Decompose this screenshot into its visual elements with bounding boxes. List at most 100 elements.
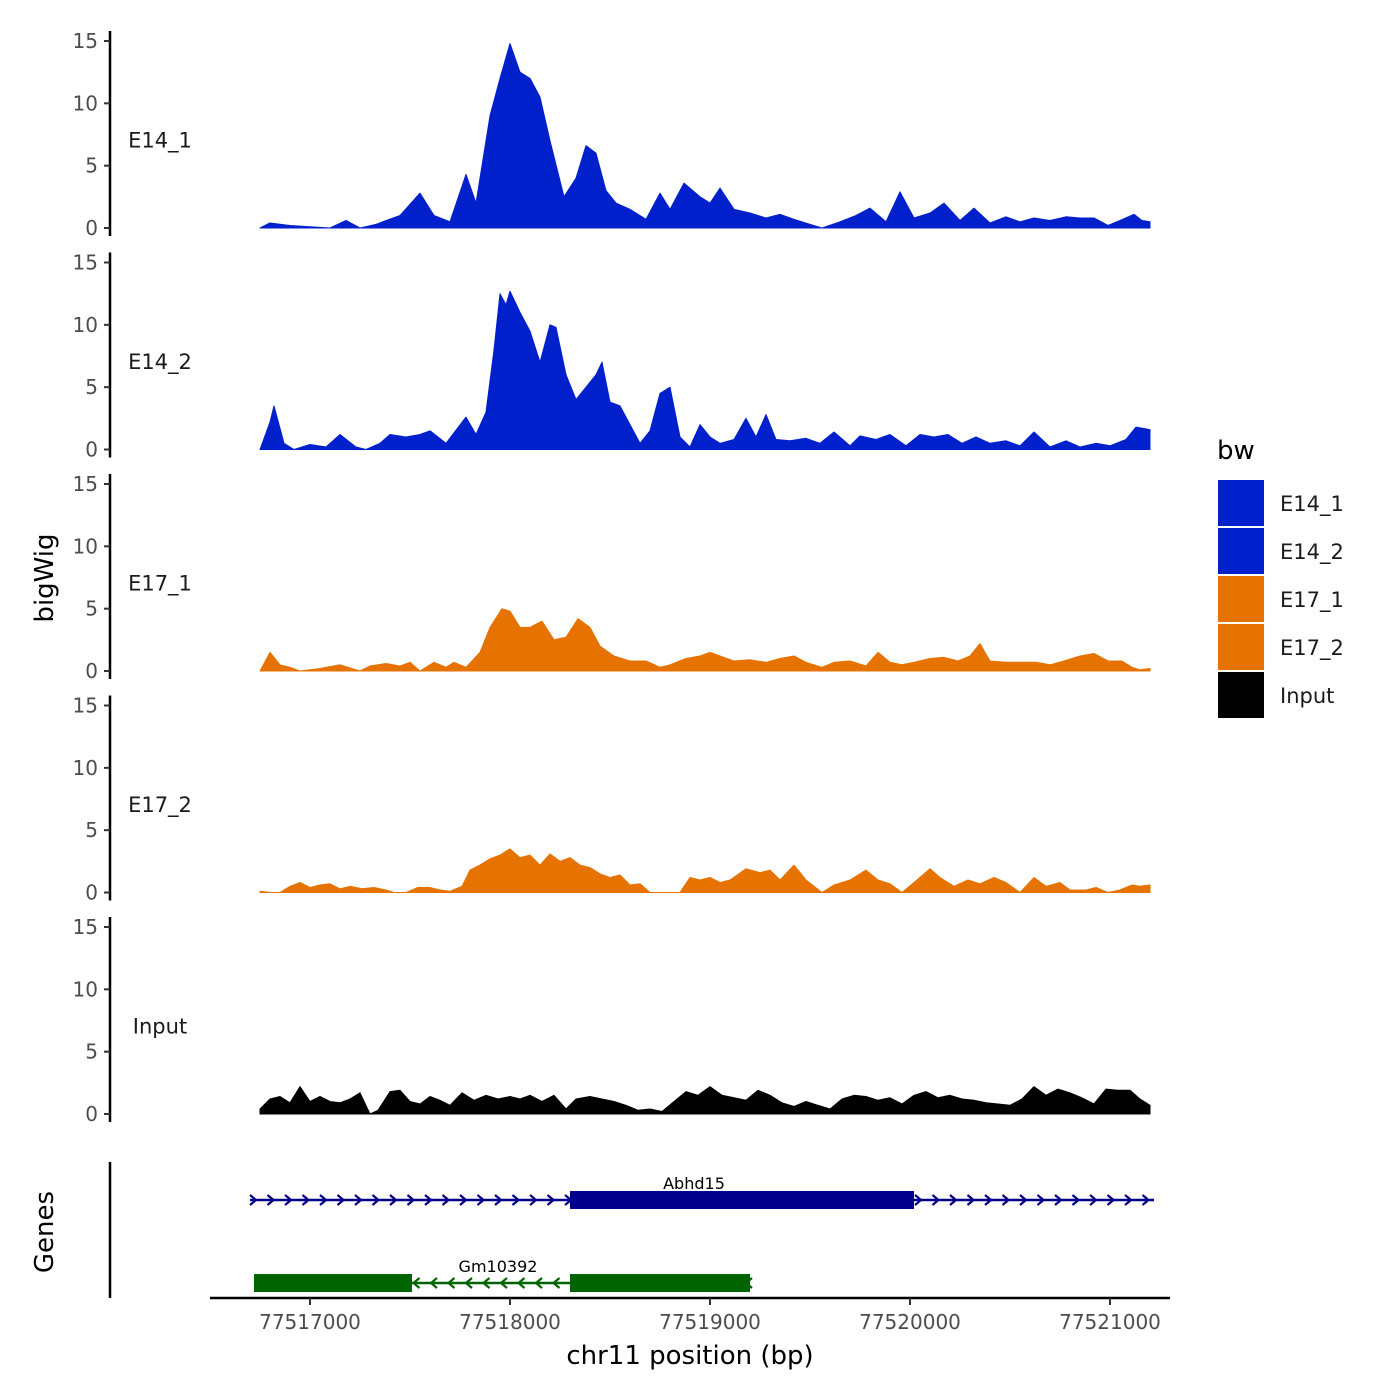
track-e17_2: 0 5 10 15 E17_2	[73, 694, 1151, 905]
coverage-area	[259, 1086, 1151, 1115]
strand-chevron	[406, 1194, 416, 1206]
gene-gm10392: Gm10392	[254, 1257, 753, 1292]
legend-swatch	[1218, 576, 1264, 622]
strand-chevron	[319, 1194, 328, 1206]
strand-chevron	[429, 1277, 438, 1289]
strand-chevron	[1071, 1194, 1081, 1206]
strand-chevron	[476, 1194, 486, 1206]
track-e17_1: 0 5 10 15 E17_1	[73, 472, 1151, 683]
legend-label: Input	[1280, 684, 1334, 708]
gene-abhd15: Abhd15	[249, 1174, 1154, 1209]
track-e14_2: 0 5 10 15 E14_2	[73, 251, 1151, 462]
strand-chevron	[1036, 1194, 1046, 1206]
strand-chevron	[529, 1194, 538, 1206]
y-tick-label: 5	[85, 154, 98, 178]
y-tick-label: 10	[73, 313, 98, 337]
x-tick-label: 77521000	[1059, 1310, 1161, 1334]
strand-chevron	[354, 1194, 363, 1206]
strand-chevron	[534, 1277, 543, 1289]
strand-chevron	[441, 1194, 451, 1206]
y-tick-label: 5	[85, 375, 98, 399]
gene-track: Gm10392 Abhd15	[108, 1162, 1154, 1298]
strand-chevron	[284, 1194, 293, 1206]
strand-chevron	[1106, 1194, 1116, 1206]
legend-swatch	[1218, 624, 1264, 670]
strand-chevron	[1089, 1194, 1098, 1206]
strand-chevron	[249, 1194, 258, 1206]
strand-chevron	[1141, 1194, 1151, 1206]
genes-axis-title: Genes	[30, 1191, 60, 1273]
strand-chevron	[984, 1194, 993, 1206]
y-tick-label: 15	[73, 915, 98, 939]
coverage-area	[259, 848, 1151, 893]
coverage-area	[259, 43, 1151, 229]
y-tick-label: 10	[73, 977, 98, 1001]
x-tick-label: 77520000	[859, 1310, 961, 1334]
strand-chevron	[494, 1194, 503, 1206]
y-tick-label: 10	[73, 534, 98, 558]
legend-swatch	[1218, 672, 1264, 718]
strand-chevron	[1054, 1194, 1063, 1206]
strand-chevron	[371, 1194, 381, 1206]
y-tick-label: 10	[73, 91, 98, 115]
y-tick-label: 0	[85, 1102, 98, 1126]
y-tick-label: 5	[85, 818, 98, 842]
gene-label: Gm10392	[459, 1257, 538, 1276]
legend-item-input: Input	[1218, 672, 1334, 718]
track-input: 0 5 10 15 Input	[73, 915, 1151, 1126]
strand-chevron	[1124, 1194, 1133, 1206]
x-axis-title: chr11 position (bp)	[566, 1341, 813, 1371]
y-tick-label: 10	[73, 756, 98, 780]
strand-chevron	[336, 1194, 346, 1206]
gene-exon	[570, 1274, 750, 1292]
y-tick-label: 0	[85, 881, 98, 905]
strand-chevron	[411, 1277, 421, 1289]
strand-chevron	[459, 1194, 468, 1206]
strand-chevron	[464, 1277, 473, 1289]
y-tick-label: 15	[73, 694, 98, 718]
strand-chevron	[301, 1194, 311, 1206]
strand-chevron	[266, 1194, 276, 1206]
y-axis-title: bigWig	[30, 533, 60, 622]
y-tick-label: 15	[73, 472, 98, 496]
x-tick-label: 77519000	[659, 1310, 761, 1334]
legend-swatch	[1218, 480, 1264, 526]
y-tick-label: 0	[85, 216, 98, 240]
coverage-area	[259, 608, 1151, 672]
legend-title: bw	[1217, 436, 1255, 466]
legend-label: E17_2	[1280, 636, 1344, 661]
strand-chevron	[931, 1194, 941, 1206]
track-label: E14_1	[128, 129, 192, 154]
strand-chevron	[511, 1194, 521, 1206]
track-label: E17_1	[128, 572, 192, 597]
y-tick-label: 15	[73, 29, 98, 53]
legend-item-e17_2: E17_2	[1218, 624, 1344, 670]
track-label: E17_2	[128, 793, 192, 818]
track-label: E14_2	[128, 350, 192, 375]
y-tick-label: 5	[85, 1040, 98, 1064]
strand-chevron	[914, 1194, 923, 1206]
legend-label: E14_2	[1280, 540, 1344, 565]
strand-chevron	[424, 1194, 433, 1206]
legend-swatch	[1218, 528, 1264, 574]
y-tick-label: 5	[85, 597, 98, 621]
x-tick-label: 77517000	[259, 1310, 361, 1334]
y-tick-label: 15	[73, 251, 98, 275]
strand-chevron	[481, 1277, 491, 1289]
strand-chevron	[966, 1194, 976, 1206]
x-axis: 77517000 77518000 77519000 77520000 77521000	[210, 1296, 1170, 1334]
legend-item-e14_1: E14_1	[1218, 480, 1344, 526]
strand-chevron	[446, 1277, 456, 1289]
legend: bw E14_1 E14_2 E17_1 E17_2 Input	[1217, 436, 1344, 718]
legend-item-e17_1: E17_1	[1218, 576, 1344, 622]
gene-exon	[570, 1191, 914, 1209]
legend-label: E17_1	[1280, 588, 1344, 613]
gene-exon	[254, 1274, 412, 1292]
track-e14_1: 0 5 10 15 E14_1	[73, 29, 1151, 240]
strand-chevron	[546, 1194, 556, 1206]
strand-chevron	[499, 1277, 508, 1289]
strand-chevron	[1001, 1194, 1011, 1206]
strand-chevron	[949, 1194, 958, 1206]
track-label: Input	[133, 1015, 187, 1039]
